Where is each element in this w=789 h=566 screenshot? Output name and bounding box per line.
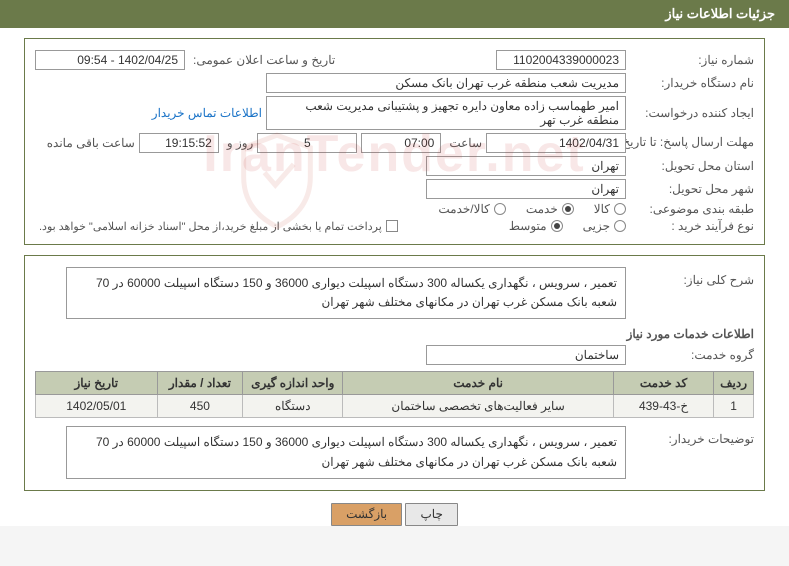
page-header: جزئیات اطلاعات نیاز <box>0 0 789 28</box>
table-cell: 1 <box>714 395 754 418</box>
main-panel: IranTender.net شماره نیاز: 1102004339000… <box>24 38 765 245</box>
buyer-org-label: نام دستگاه خریدار: <box>634 76 754 90</box>
table-cell: سایر فعالیت‌های تخصصی ساختمان <box>343 395 614 418</box>
province-value: تهران <box>426 156 626 176</box>
group-label: گروه خدمت: <box>634 348 754 362</box>
payment-checkbox[interactable] <box>386 220 398 232</box>
cat-service-radio[interactable]: خدمت <box>522 202 574 216</box>
table-row: 1خ-43-439سایر فعالیت‌های تخصصی ساختماندس… <box>36 395 754 418</box>
cat-goods-service-label: کالا/خدمت <box>438 202 489 216</box>
countdown-value: 19:15:52 <box>139 133 219 153</box>
table-cell: خ-43-439 <box>613 395 713 418</box>
radio-icon <box>562 203 574 215</box>
table-header: ردیف <box>714 372 754 395</box>
cat-service-label: خدمت <box>526 202 558 216</box>
cat-goods-service-radio[interactable]: کالا/خدمت <box>434 202 505 216</box>
city-value: تهران <box>426 179 626 199</box>
print-button[interactable]: چاپ <box>405 503 457 526</box>
table-cell: 1402/05/01 <box>36 395 158 418</box>
radio-icon <box>614 203 626 215</box>
radio-icon <box>494 203 506 215</box>
table-cell: دستگاه <box>243 395 343 418</box>
city-label: شهر محل تحویل: <box>634 182 754 196</box>
process-medium-label: متوسط <box>509 219 547 233</box>
days-value: 5 <box>257 133 357 153</box>
table-header: واحد اندازه گیری <box>243 372 343 395</box>
group-value: ساختمان <box>426 345 626 365</box>
button-row: چاپ بازگشت <box>0 503 789 526</box>
details-panel: شرح کلی نیاز: تعمیر ، سرویس ، نگهداری یک… <box>24 255 765 491</box>
table-header: نام خدمت <box>343 372 614 395</box>
table-cell: 450 <box>157 395 243 418</box>
announce-label: تاریخ و ساعت اعلان عمومی: <box>193 53 335 67</box>
requester-label: ایجاد کننده درخواست: <box>634 106 754 120</box>
category-label: طبقه بندی موضوعی: <box>634 202 754 216</box>
radio-icon <box>551 220 563 232</box>
table-header: تاریخ نیاز <box>36 372 158 395</box>
services-table: ردیفکد خدمتنام خدمتواحد اندازه گیریتعداد… <box>35 371 754 418</box>
process-partial-radio[interactable]: جزیی <box>579 219 626 233</box>
contact-link[interactable]: اطلاعات تماس خریدار <box>152 106 262 120</box>
process-label: نوع فرآیند خرید : <box>634 219 754 233</box>
requester-value: امیر طهماسب زاده معاون دایره تجهیز و پشت… <box>266 96 626 130</box>
need-number-value: 1102004339000023 <box>496 50 626 70</box>
province-label: استان محل تحویل: <box>634 159 754 173</box>
time-label: ساعت <box>449 136 482 150</box>
general-desc-value: تعمیر ، سرویس ، نگهداری یکساله 300 دستگا… <box>66 267 626 319</box>
table-header: تعداد / مقدار <box>157 372 243 395</box>
deadline-date: 1402/04/31 <box>486 133 626 153</box>
remaining-label: ساعت باقی مانده <box>47 136 135 150</box>
services-title: اطلاعات خدمات مورد نیاز <box>35 327 754 341</box>
days-label: روز و <box>227 136 254 150</box>
cat-goods-radio[interactable]: کالا <box>590 202 626 216</box>
back-button[interactable]: بازگشت <box>331 503 402 526</box>
buyer-org-value: مدیریت شعب منطقه غرب تهران بانک مسکن <box>266 73 626 93</box>
need-number-label: شماره نیاز: <box>634 53 754 67</box>
buyer-notes-label: توضیحات خریدار: <box>634 426 754 446</box>
table-header: کد خدمت <box>613 372 713 395</box>
announce-value: 1402/04/25 - 09:54 <box>35 50 185 70</box>
buyer-notes-value: تعمیر ، سرویس ، نگهداری یکساله 300 دستگا… <box>66 426 626 478</box>
deadline-label: مهلت ارسال پاسخ: تا تاریخ: <box>634 135 754 151</box>
cat-goods-label: کالا <box>594 202 610 216</box>
payment-note: پرداخت تمام یا بخشی از مبلغ خرید،از محل … <box>39 220 382 233</box>
process-medium-radio[interactable]: متوسط <box>505 219 563 233</box>
general-desc-label: شرح کلی نیاز: <box>634 267 754 287</box>
radio-icon <box>614 220 626 232</box>
process-partial-label: جزیی <box>583 219 610 233</box>
deadline-time: 07:00 <box>361 133 441 153</box>
